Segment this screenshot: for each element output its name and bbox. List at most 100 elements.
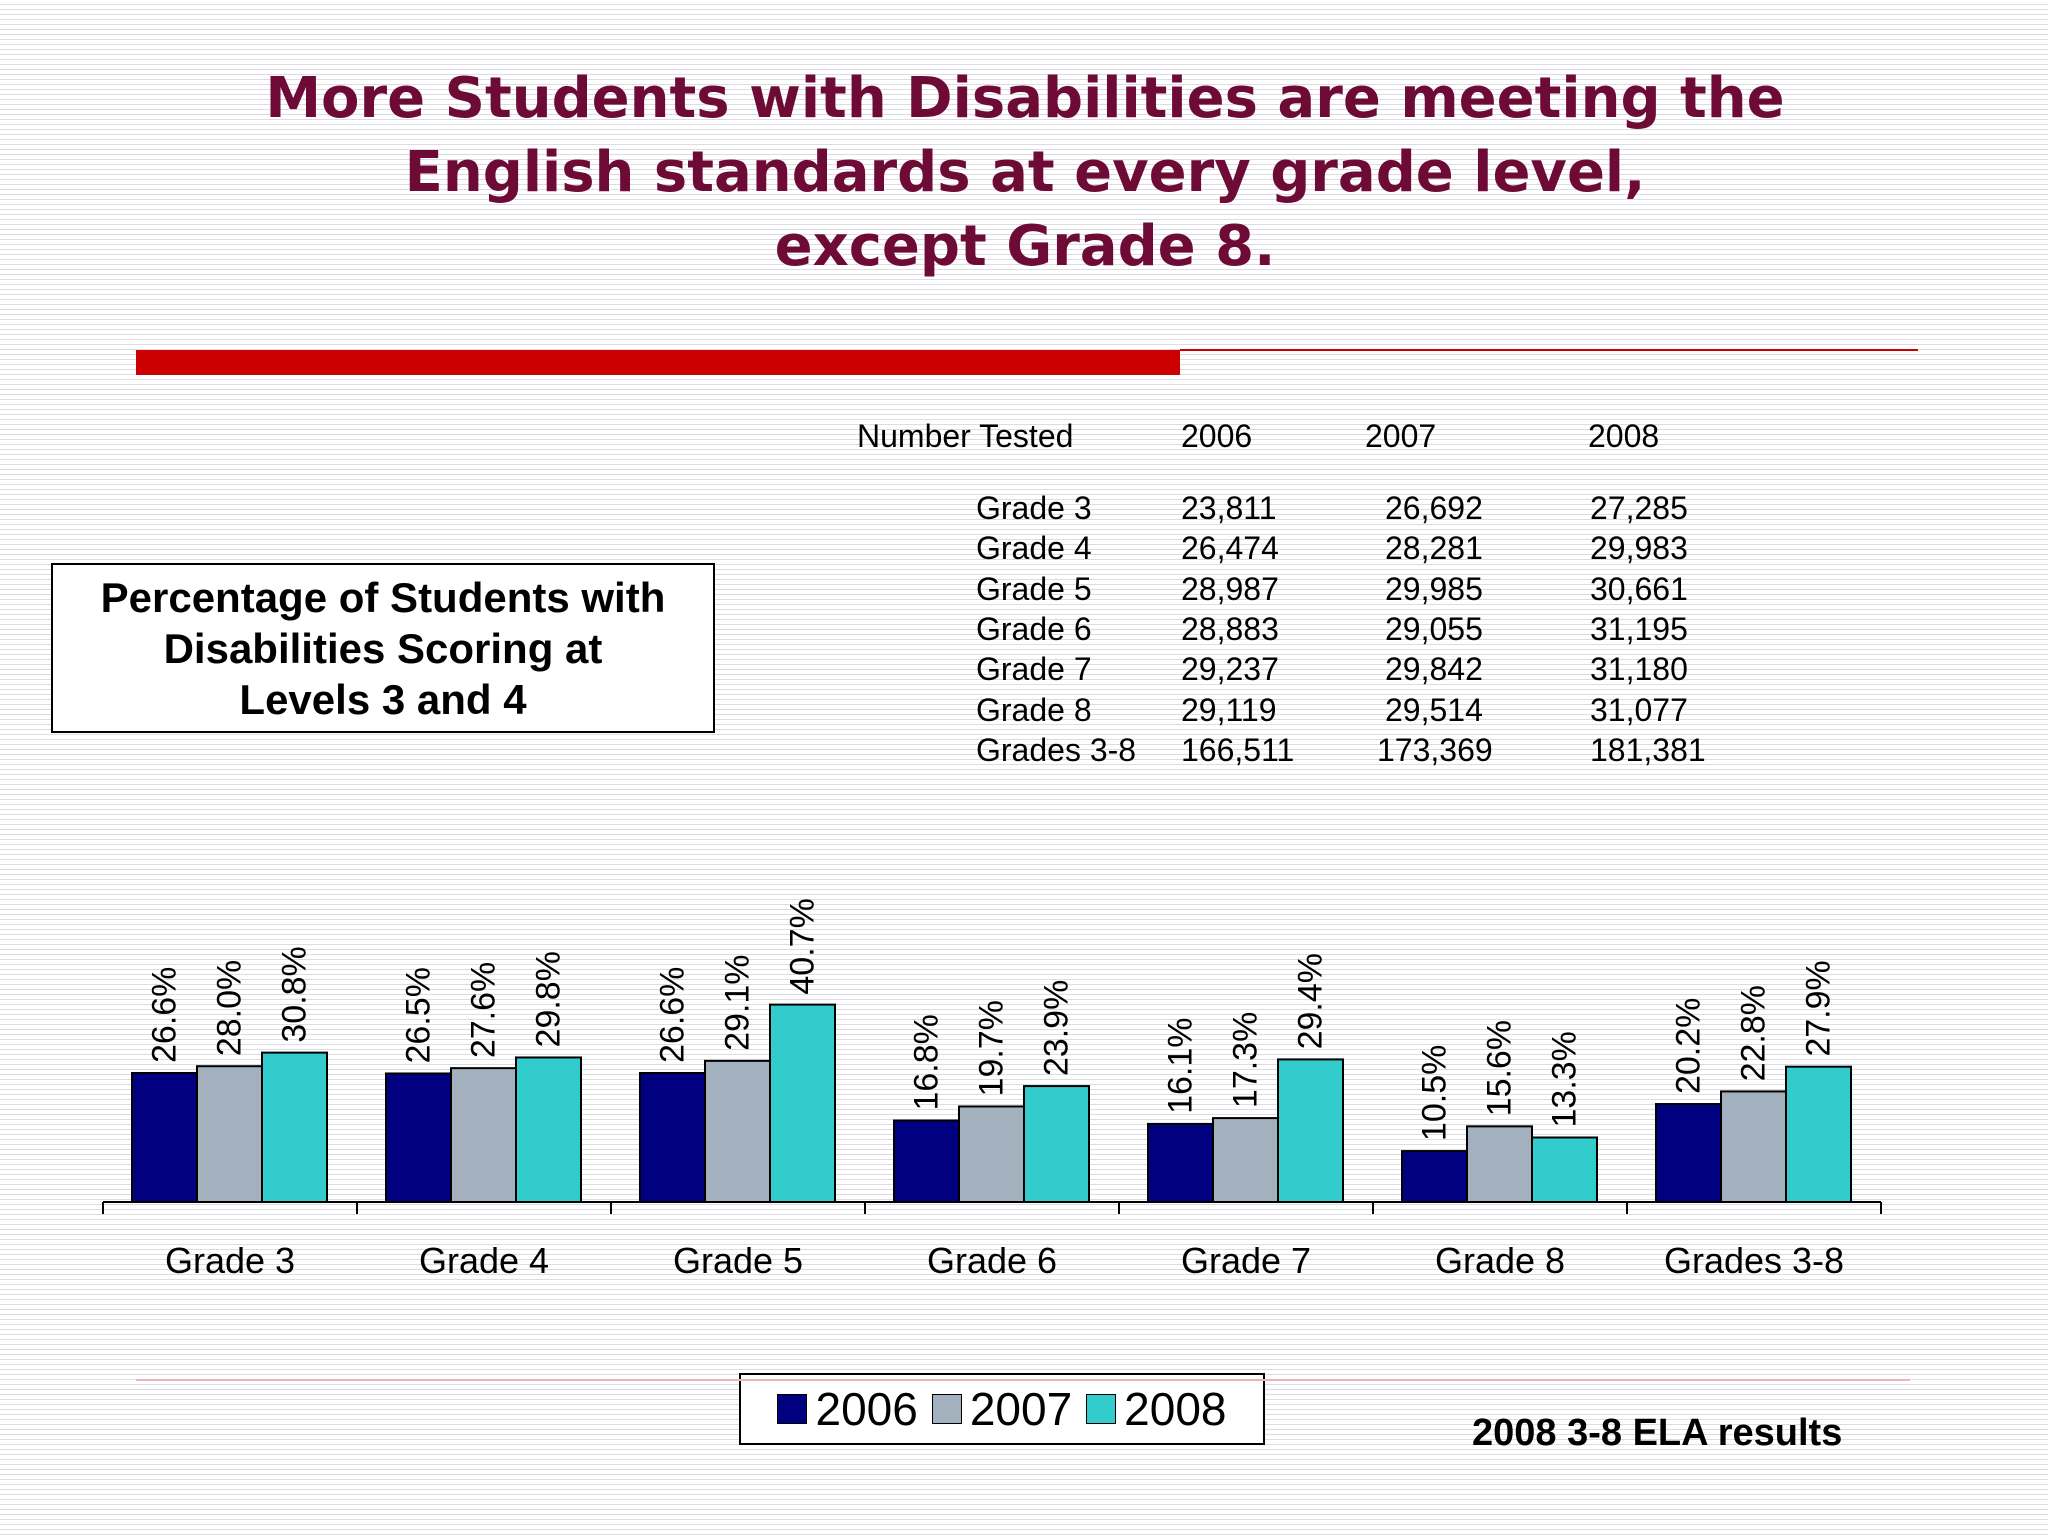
data-label-2007: 27.6%	[465, 962, 503, 1058]
bar-2008	[261, 1051, 328, 1203]
number-tested-header: Number Tested	[857, 418, 1074, 454]
number-tested-value-2007: 173,369	[1377, 731, 1493, 768]
number-tested-value-2007: 29,842	[1385, 651, 1483, 688]
bar-2008	[769, 1003, 836, 1203]
legend-label-2007: 2007	[969, 1383, 1073, 1435]
number-tested-value-2008: 31,180	[1590, 651, 1688, 688]
chart-subtitle-line: Percentage of Students with	[100, 573, 666, 621]
bar-2006	[385, 1072, 452, 1203]
number-tested-row: Grade 8 29,119 29,514 31,077	[0, 692, 2048, 732]
number-tested-value-2007: 29,514	[1385, 691, 1483, 728]
legend-swatch-2007	[931, 1394, 962, 1424]
number-tested-row: Grade 3 23,811 26,692 27,285	[0, 490, 2048, 530]
data-label-2007: 15.6%	[1481, 1020, 1519, 1116]
year-header-2007: 2007	[1365, 418, 1437, 454]
bar-2008	[1531, 1136, 1598, 1203]
bar-2008	[1277, 1058, 1344, 1204]
number-tested-value-2006: 26,474	[1181, 530, 1279, 567]
number-tested-value-2008: 31,195	[1590, 610, 1688, 647]
bar-2008	[1785, 1065, 1852, 1204]
legend-item-2006: 2006	[777, 1382, 918, 1436]
bar-2006	[1655, 1103, 1722, 1204]
bar-2007	[450, 1067, 517, 1204]
data-label-2006: 26.6%	[654, 967, 692, 1063]
accent-divider-thick	[136, 350, 1180, 375]
data-label-2007: 19.7%	[973, 1000, 1011, 1096]
number-tested-row: Grades 3-8 166,511 173,369 181,381	[0, 732, 2048, 772]
year-header-2006: 2006	[1181, 418, 1253, 454]
number-tested-value-2006: 29,119	[1181, 691, 1277, 728]
data-label-2007: 28.0%	[211, 960, 249, 1056]
chart-subtitle-line: Levels 3 and 4	[239, 675, 527, 723]
slide-title-line: English standards at every grade level,	[404, 140, 1646, 205]
data-label-2008: 30.8%	[276, 946, 314, 1042]
bar-2007	[1212, 1117, 1279, 1203]
number-tested-value-2006: 23,811	[1181, 490, 1277, 526]
number-tested-row: Grade 7 29,237 29,842 31,180	[0, 651, 2048, 691]
year-header-2008: 2008	[1588, 418, 1660, 454]
chart-subtitle-box: Percentage of Students with Disabilities…	[51, 563, 715, 733]
number-tested-value-2007: 26,692	[1385, 490, 1483, 526]
legend-item-2007: 2007	[931, 1382, 1073, 1436]
data-label-2007: 22.8%	[1735, 985, 1773, 1081]
bar-chart: 26.6% 28.0% 30.8% Grade 3 26.5% 27.6% 29.8% Gra…	[102, 898, 1882, 1281]
number-tested-value-2007: 29,055	[1385, 610, 1483, 647]
number-tested-row: Grade 5 28,987 29,985 30,661	[0, 571, 2048, 611]
number-tested-grade: Grade 4	[976, 530, 1092, 567]
data-label-2008: 27.9%	[1800, 960, 1838, 1056]
number-tested-value-2008: 30,661	[1590, 570, 1688, 607]
data-label-2008: 40.7%	[784, 898, 822, 994]
number-tested-row: Grade 4 26,474 28,281 29,983	[0, 530, 2048, 570]
bar-2007	[704, 1059, 771, 1203]
number-tested-grade: Grade 8	[976, 691, 1092, 728]
number-tested-value-2008: 29,983	[1590, 530, 1688, 567]
data-label-2007: 29.1%	[719, 954, 757, 1050]
data-label-2008: 13.3%	[1546, 1031, 1584, 1127]
category-label: Grade 7	[1181, 1240, 1311, 1281]
slide-title-line: except Grade 8.	[774, 214, 1276, 279]
category-label: Grade 6	[927, 1240, 1057, 1281]
data-label-2006: 10.5%	[1416, 1045, 1454, 1141]
bar-2007	[196, 1065, 263, 1203]
number-tested-grade: Grade 3	[976, 490, 1092, 526]
bar-2006	[893, 1119, 960, 1204]
number-tested-value-2007: 29,985	[1385, 570, 1483, 607]
number-tested-value-2008: 181,381	[1590, 731, 1706, 768]
data-label-2006: 26.5%	[400, 967, 438, 1063]
data-label-2006: 20.2%	[1670, 998, 1708, 1094]
legend-label-2006: 2006	[815, 1383, 918, 1435]
bar-2008	[515, 1056, 582, 1203]
number-tested-row: Grade 6 28,883 29,055 31,195	[0, 611, 2048, 651]
category-label: Grade 8	[1435, 1240, 1565, 1281]
number-tested-value-2006: 29,237	[1181, 651, 1279, 688]
category-label: Grades 3-8	[1664, 1240, 1844, 1281]
number-tested-value-2006: 28,987	[1181, 570, 1279, 607]
footer-divider	[136, 1379, 1910, 1381]
source-note: 2008 3-8 ELA results	[1472, 1412, 1843, 1454]
slide-title: More Students with Disabilities are meet…	[100, 62, 1950, 284]
chart-subtitle-line: Disabilities Scoring at	[163, 624, 603, 672]
bar-2007	[1720, 1090, 1787, 1204]
bar-2007	[958, 1105, 1025, 1203]
number-tested-value-2007: 28,281	[1385, 530, 1483, 567]
chart-legend: 2006 2007 2008	[739, 1373, 1265, 1445]
bar-2007	[1466, 1125, 1533, 1203]
number-tested-grade: Grades 3-8	[976, 731, 1137, 768]
bar-2008	[1023, 1085, 1090, 1203]
bar-2006	[1147, 1122, 1214, 1204]
number-tested-grade: Grade 5	[976, 570, 1092, 607]
data-label-2006: 26.6%	[146, 967, 184, 1063]
data-label-2006: 16.1%	[1162, 1018, 1200, 1114]
data-label-2008: 29.4%	[1292, 953, 1330, 1049]
number-tested-value-2008: 31,077	[1590, 691, 1688, 728]
bar-2006	[639, 1071, 706, 1203]
accent-divider-thin	[1180, 349, 1918, 351]
number-tested-grade: Grade 6	[976, 610, 1092, 647]
bar-2006	[1401, 1150, 1468, 1203]
number-tested-value-2008: 27,285	[1590, 490, 1688, 526]
number-tested-value-2006: 166,511	[1181, 731, 1295, 768]
legend-item-2008: 2008	[1086, 1382, 1227, 1436]
slide-title-line: More Students with Disabilities are meet…	[265, 66, 1785, 131]
legend-swatch-2006	[777, 1394, 808, 1424]
number-tested-value-2006: 28,883	[1181, 610, 1279, 647]
